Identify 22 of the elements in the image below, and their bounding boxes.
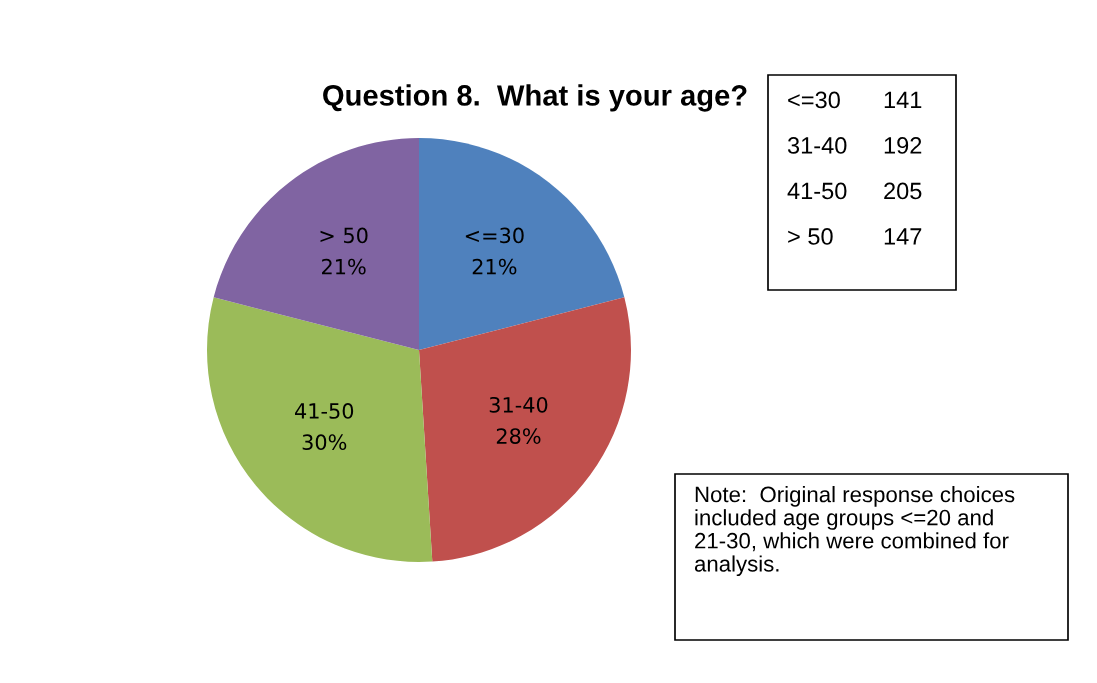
data-label: 28% (496, 428, 541, 444)
data-label: 141 (884, 91, 922, 109)
category-label: 31-40 (787, 137, 847, 154)
slice-label: > 50 (320, 227, 368, 244)
data-label: 205 (884, 182, 922, 200)
category-label: <=30 (788, 91, 840, 109)
pie-slice (419, 297, 631, 562)
chart-title: Question 8. What is your age? (323, 84, 747, 112)
pie-slice (207, 297, 433, 562)
slice-label: <=30 (465, 227, 524, 244)
slice-label: 31-40 (489, 396, 548, 413)
category-label: > 50 (788, 228, 833, 245)
data-label: 21% (472, 258, 517, 275)
text: Note: Original response choices included age groups <=20 and 21-30, which were combined for analysis. (694, 486, 1015, 577)
data-label: 21% (322, 258, 366, 275)
data-label: 192 (884, 137, 922, 154)
data-label: 30% (302, 434, 347, 451)
data-label: 147 (884, 228, 922, 245)
slice-label: 41-50 (295, 403, 354, 419)
category-label: 41-50 (787, 182, 847, 200)
pie-slice (419, 138, 625, 350)
pie-slice (213, 138, 419, 350)
